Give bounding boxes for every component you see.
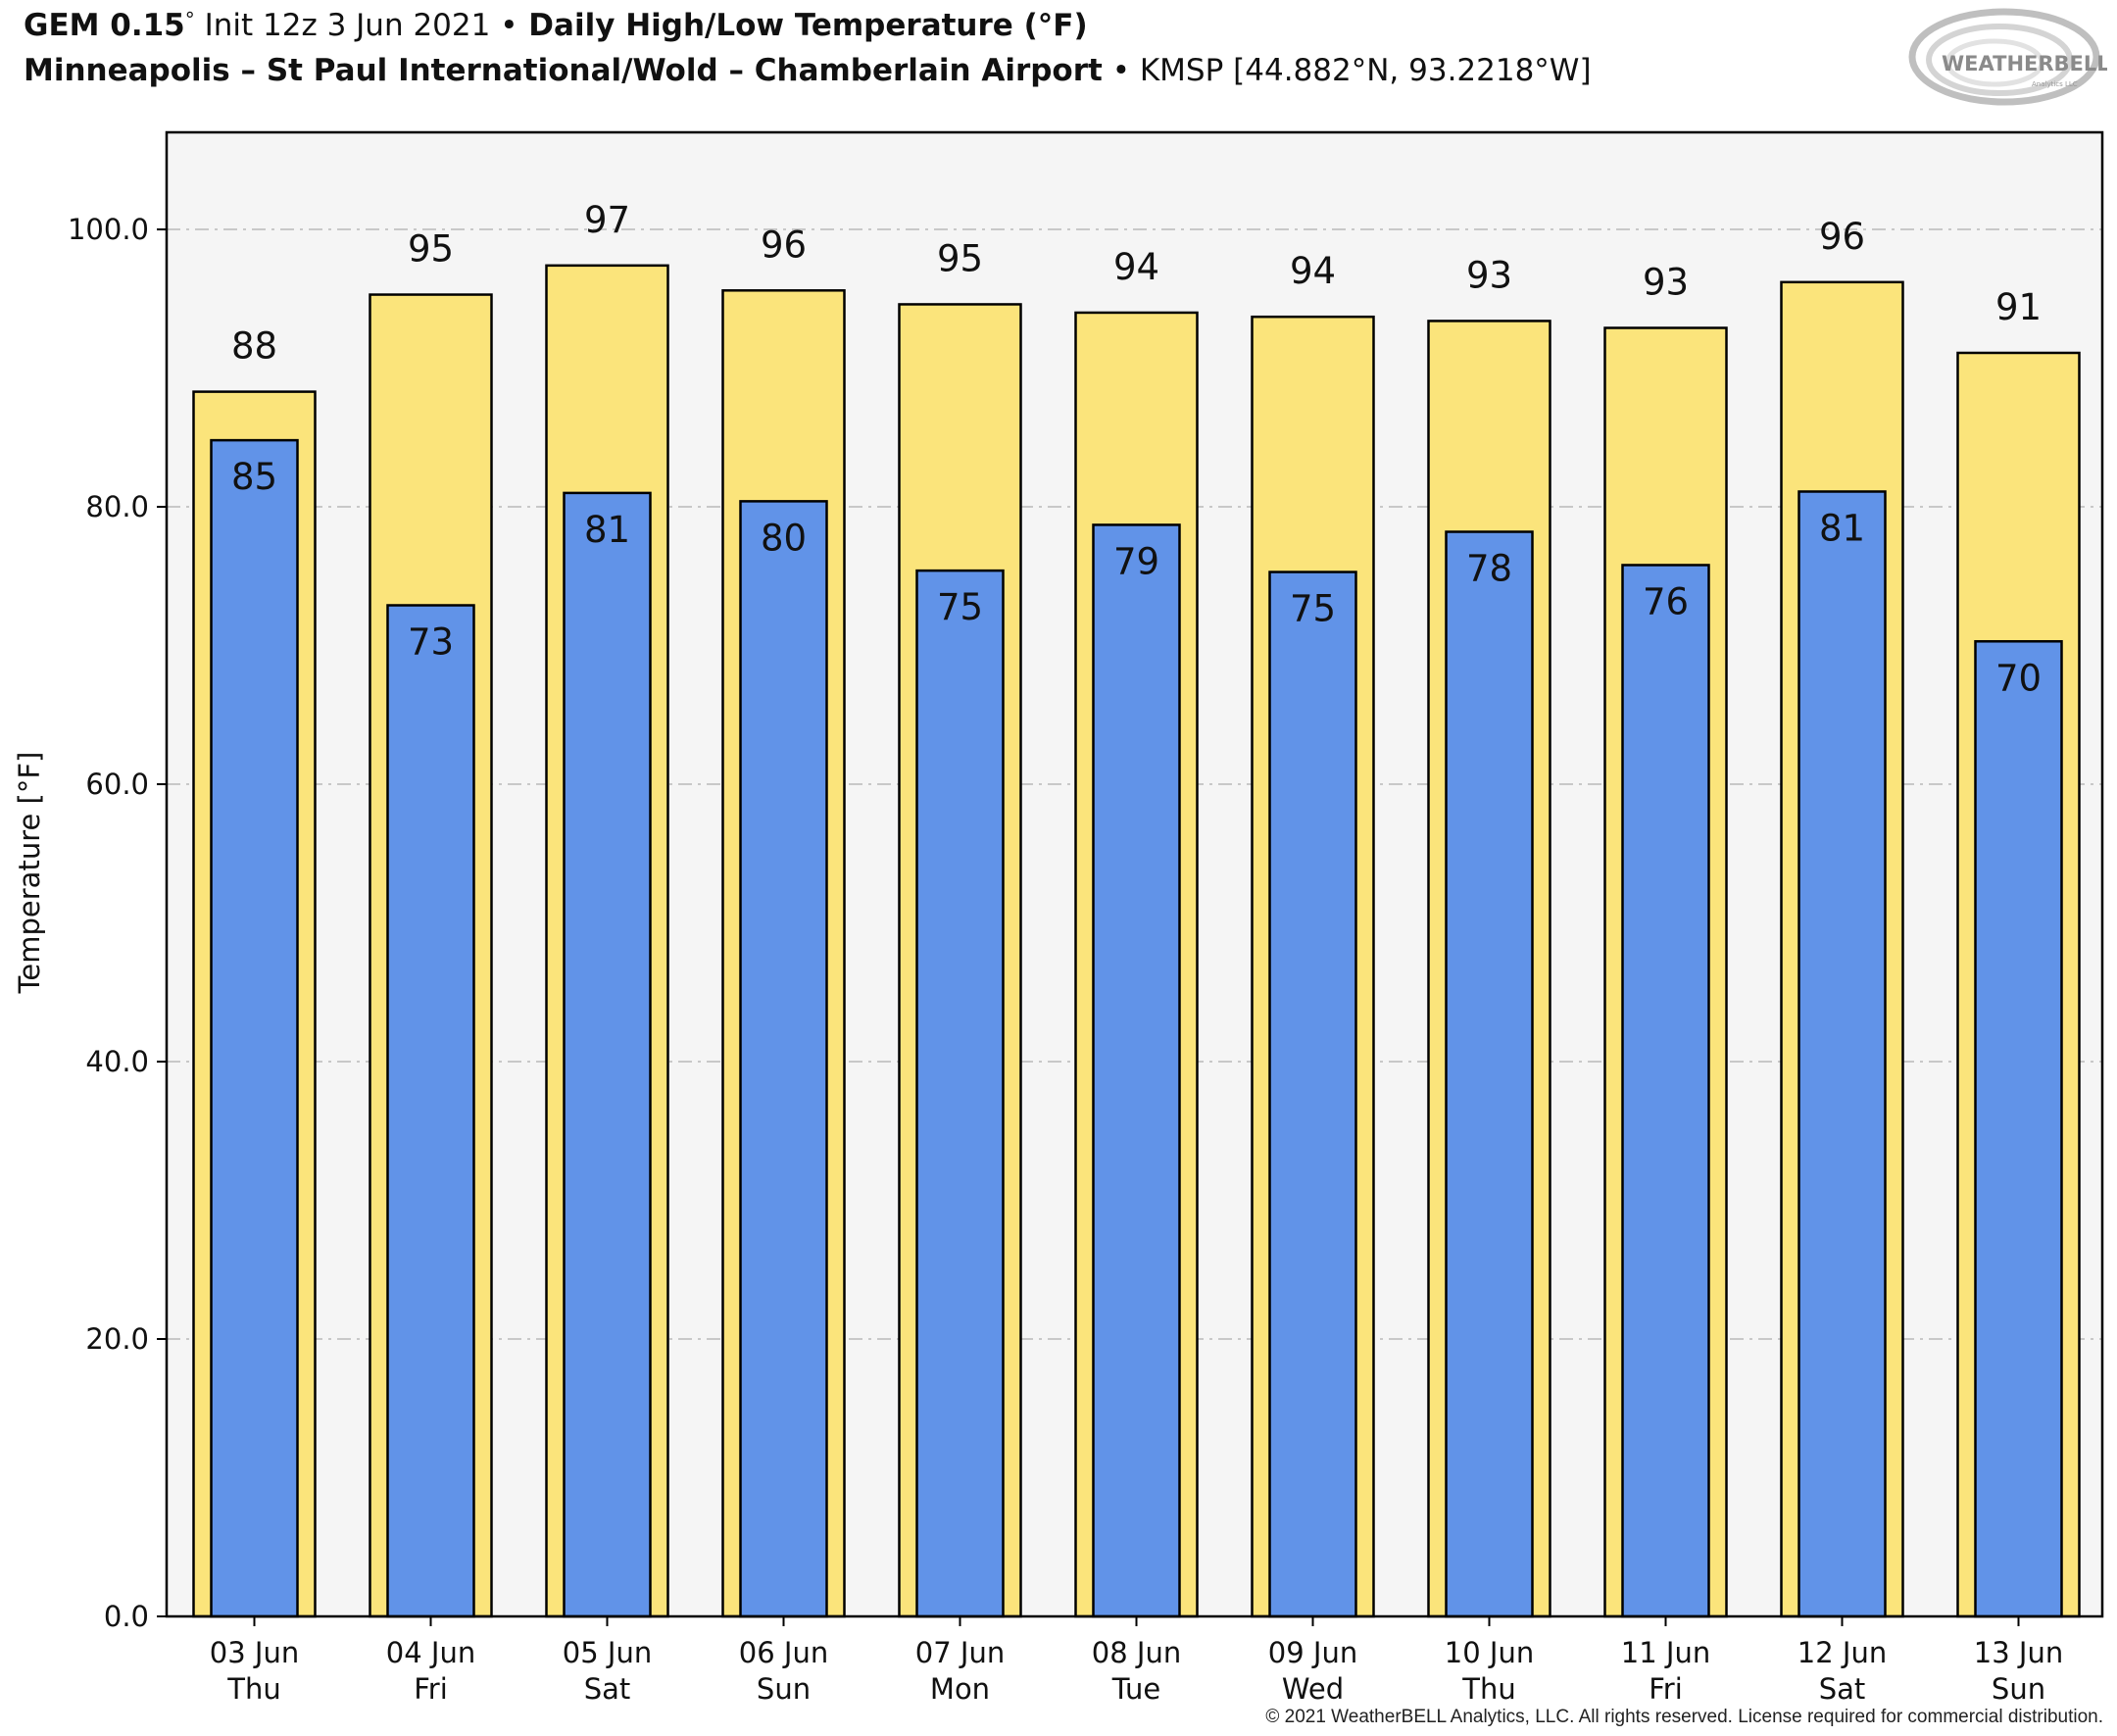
low-bar	[1974, 640, 2063, 1618]
high-value-label: 95	[937, 237, 983, 279]
x-tick-label-day: Tue	[1111, 1672, 1161, 1706]
low-bar	[1268, 570, 1357, 1618]
x-tick-label-date: 08 Jun	[1092, 1636, 1181, 1669]
high-value-label: 96	[761, 223, 807, 266]
low-value-label: 81	[1819, 507, 1865, 549]
low-value-label: 80	[761, 517, 807, 559]
x-tick-label-date: 05 Jun	[563, 1636, 652, 1669]
y-tick-label: 20.0	[85, 1322, 149, 1356]
x-tick-label-date: 04 Jun	[386, 1636, 475, 1669]
x-tick-label-date: 09 Jun	[1268, 1636, 1357, 1669]
low-value-label: 75	[1290, 588, 1336, 630]
x-tick-label-day: Mon	[930, 1672, 990, 1706]
y-tick-label: 40.0	[85, 1045, 149, 1078]
separator: •	[500, 8, 518, 43]
x-tick-label-date: 13 Jun	[1974, 1636, 2063, 1669]
low-bar	[1092, 523, 1181, 1618]
product-name: Daily High/Low Temperature (°F)	[517, 8, 1088, 43]
x-tick-label-day: Thu	[1461, 1672, 1515, 1706]
y-tick-label: 80.0	[85, 490, 149, 523]
data-labels: 88 85 95 73 97 81 96 80 95 75 94 79 94 75 93 78 93 76 96 81…	[231, 199, 2042, 699]
low-bar	[1797, 490, 1887, 1618]
svg-text:Analytics LLC: Analytics LLC	[2032, 80, 2078, 88]
high-value-label: 97	[584, 199, 630, 241]
high-value-label: 95	[408, 228, 454, 271]
low-value-label: 73	[408, 620, 454, 663]
high-value-label: 93	[1466, 254, 1512, 296]
low-bar	[739, 500, 828, 1618]
high-value-label: 88	[231, 325, 277, 368]
init-time: Init 12z 3 Jun 2021	[194, 8, 501, 43]
x-tick-label-date: 07 Jun	[915, 1636, 1005, 1669]
low-bar	[563, 491, 652, 1618]
station-info: KMSP [44.882°N, 93.2218°W]	[1130, 53, 1592, 88]
low-value-label: 85	[231, 456, 277, 498]
svg-text:WEATHERBELL: WEATHERBELL	[1942, 52, 2107, 75]
high-value-label: 94	[1290, 250, 1336, 292]
low-bar	[1445, 530, 1534, 1618]
y-tick-label: 60.0	[85, 768, 149, 801]
low-value-label: 76	[1643, 580, 1689, 622]
x-tick-label-date: 03 Jun	[210, 1636, 299, 1669]
plot-frame	[165, 130, 2104, 1618]
low-value-label: 75	[937, 586, 983, 628]
x-tick-label-date: 10 Jun	[1445, 1636, 1534, 1669]
low-bar	[210, 438, 299, 1618]
high-value-label: 94	[1113, 246, 1159, 288]
degree-symbol: °	[184, 8, 195, 31]
low-value-label: 78	[1466, 548, 1512, 590]
model-name: GEM 0.15	[24, 8, 185, 43]
low-bar	[1621, 564, 1710, 1618]
low-bar	[915, 569, 1005, 1618]
x-tick-label-day: Thu	[226, 1672, 280, 1706]
x-tick-label-day: Fri	[1649, 1672, 1683, 1706]
high-value-label: 91	[1995, 286, 2042, 328]
x-tick-label-date: 11 Jun	[1621, 1636, 1710, 1669]
x-tick-label-day: Sun	[1992, 1672, 2045, 1706]
bars	[192, 264, 2081, 1618]
separator: •	[1111, 53, 1130, 88]
x-tick-label-day: Fri	[414, 1672, 448, 1706]
x-tick-label-day: Sun	[757, 1672, 811, 1706]
location-name: Minneapolis – St Paul International/Wold…	[24, 53, 1103, 88]
chart-title: GEM 0.15° Init 12z 3 Jun 2021 • Daily Hi…	[24, 8, 1088, 43]
y-tick-label: 0.0	[104, 1600, 149, 1633]
low-bar	[386, 604, 475, 1618]
low-value-label: 70	[1995, 657, 2042, 699]
x-tick-label-day: Sat	[584, 1672, 631, 1706]
x-tick-label-day: Wed	[1282, 1672, 1344, 1706]
x-tick-label-day: Sat	[1819, 1672, 1866, 1706]
y-tick-label: 100.0	[68, 213, 149, 246]
copyright-notice: © 2021 WeatherBELL Analytics, LLC. All r…	[1265, 1707, 2103, 1727]
low-value-label: 81	[584, 509, 630, 551]
x-tick-label-date: 06 Jun	[739, 1636, 828, 1669]
weatherbell-logo: WEATHERBELL Analytics LLC	[1906, 6, 2110, 114]
low-value-label: 79	[1113, 540, 1159, 582]
high-value-label: 93	[1643, 262, 1689, 304]
high-value-label: 96	[1819, 216, 1865, 258]
chart-subtitle: Minneapolis – St Paul International/Wold…	[24, 53, 1592, 88]
x-tick-label-date: 12 Jun	[1797, 1636, 1887, 1669]
